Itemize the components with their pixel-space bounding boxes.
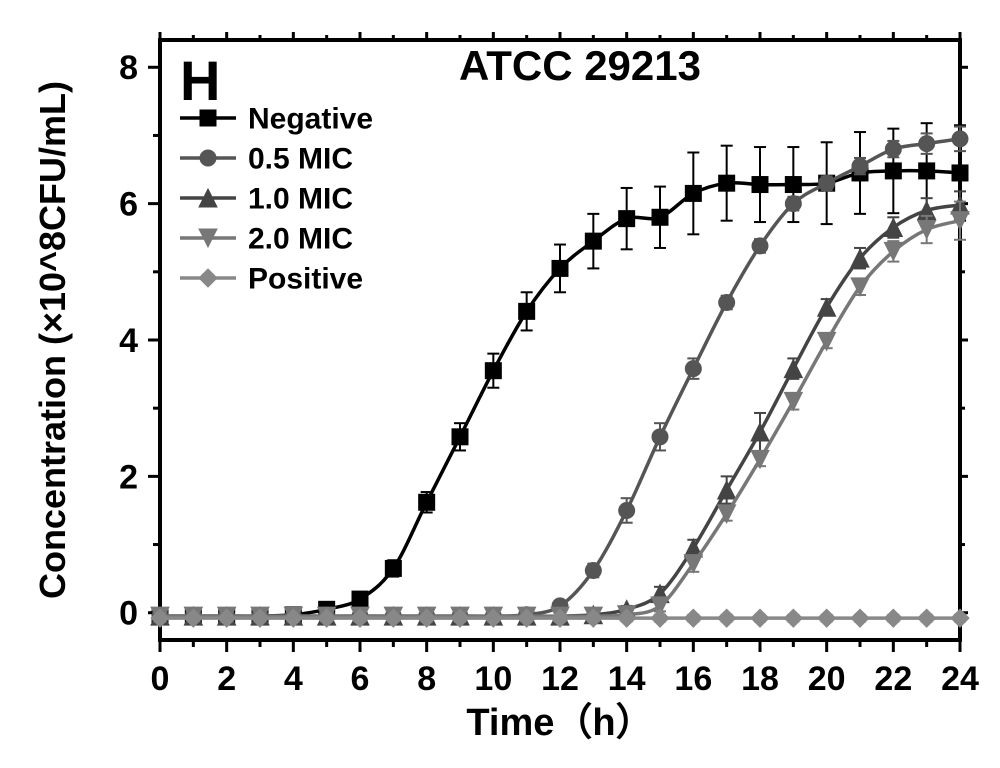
svg-text:16: 16: [674, 660, 712, 698]
svg-text:24: 24: [941, 660, 979, 698]
svg-text:0: 0: [151, 660, 170, 698]
svg-text:8: 8: [119, 49, 138, 87]
svg-text:8: 8: [417, 660, 436, 698]
svg-text:6: 6: [351, 660, 370, 698]
svg-text:22: 22: [874, 660, 912, 698]
svg-text:6: 6: [119, 186, 138, 224]
y-axis-label: Concentration (×10^8CFU/mL): [32, 81, 73, 599]
svg-text:12: 12: [541, 660, 579, 698]
svg-text:2: 2: [217, 660, 236, 698]
svg-text:Positive: Positive: [248, 263, 363, 296]
svg-text:0: 0: [119, 595, 138, 633]
svg-text:20: 20: [808, 660, 846, 698]
svg-text:0.5 MIC: 0.5 MIC: [248, 143, 353, 176]
chart-title: ATCC 29213: [459, 42, 701, 89]
svg-text:14: 14: [608, 660, 646, 698]
panel-letter: H: [180, 49, 220, 112]
svg-text:2.0 MIC: 2.0 MIC: [248, 223, 353, 256]
x-axis-label: Time（h）: [466, 702, 653, 744]
svg-text:2: 2: [119, 458, 138, 496]
svg-text:4: 4: [284, 660, 303, 698]
chart-container: 02468101214161820222402468Time（h）Concent…: [0, 0, 1000, 768]
svg-text:18: 18: [741, 660, 779, 698]
svg-text:10: 10: [474, 660, 512, 698]
svg-text:1.0 MIC: 1.0 MIC: [248, 183, 353, 216]
svg-text:4: 4: [119, 322, 138, 360]
svg-text:Negative: Negative: [248, 103, 373, 136]
growth-curve-chart: 02468101214161820222402468Time（h）Concent…: [0, 0, 1000, 768]
